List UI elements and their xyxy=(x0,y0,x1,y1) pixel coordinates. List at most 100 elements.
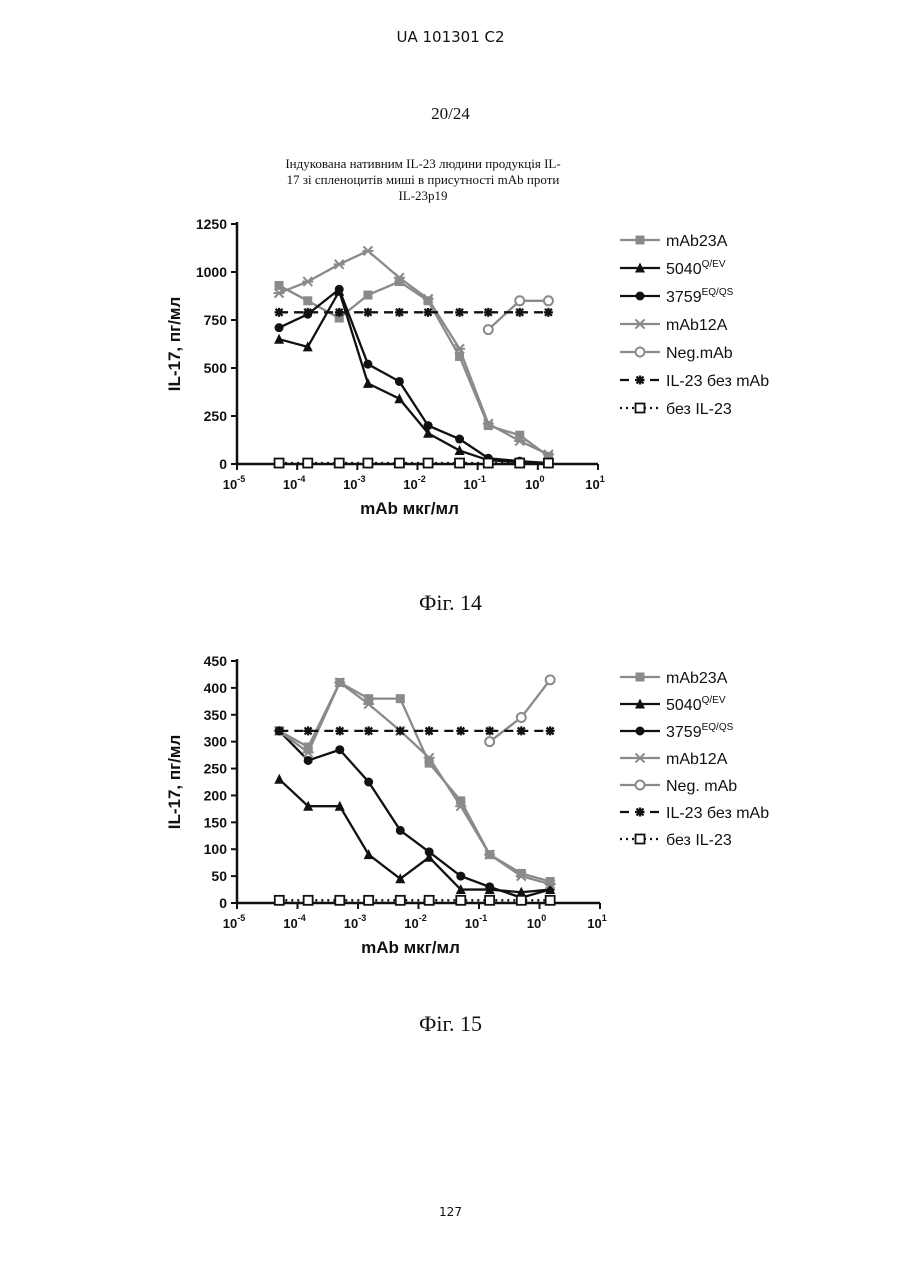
series-line xyxy=(279,251,548,455)
legend: mAb23A5040Q/EV3759EQ/QSmAb12ANeg. mAbIL-… xyxy=(620,670,769,849)
x-tick-label: 10-5 xyxy=(223,474,245,492)
data-point xyxy=(425,726,434,735)
x-tick-label: 10-2 xyxy=(404,913,426,931)
data-point xyxy=(275,726,284,735)
legend-label: mAb23A xyxy=(666,233,728,250)
y-tick-label: 500 xyxy=(204,360,228,376)
data-point xyxy=(363,360,372,369)
y-tick-label: 250 xyxy=(204,408,228,424)
y-axis-label: IL-17, пг/мл xyxy=(165,297,184,392)
page-number: 127 xyxy=(0,1205,901,1219)
figure-caption-15: Фіг. 15 xyxy=(0,1011,901,1037)
legend: mAb23A 5040Q/EV 3759EQ/QS mAb12A Neg.mAb IL-2… xyxy=(620,233,769,418)
data-point xyxy=(396,726,405,735)
x-axis-label: mAb мкг/мл xyxy=(360,499,459,518)
data-point xyxy=(546,896,555,905)
series-line xyxy=(279,282,548,457)
data-point xyxy=(517,726,526,735)
data-point xyxy=(484,459,493,468)
chart-title-line: Індукована нативним IL-23 людини продукц… xyxy=(285,156,560,171)
legend-marker xyxy=(636,292,645,301)
series-3 xyxy=(274,246,554,459)
y-tick-label: 200 xyxy=(204,787,228,803)
legend-marker xyxy=(636,348,645,357)
data-point xyxy=(484,325,493,334)
data-point xyxy=(396,694,405,703)
data-point xyxy=(546,726,555,735)
chart-title-line: 17 зі спленоцитів миші в присутності mAb… xyxy=(287,172,560,187)
legend-marker xyxy=(636,781,645,790)
data-point xyxy=(274,289,285,298)
legend-label: 3759EQ/QS xyxy=(666,287,734,306)
data-point xyxy=(455,445,465,455)
series-line xyxy=(279,683,550,885)
data-point xyxy=(395,308,404,317)
data-point xyxy=(364,896,373,905)
legend-label: Neg.mAb xyxy=(666,345,733,362)
data-point xyxy=(275,896,284,905)
data-point xyxy=(517,896,526,905)
legend-label: mAb23A xyxy=(666,670,728,687)
data-point xyxy=(485,737,494,746)
data-point xyxy=(335,285,344,294)
data-point xyxy=(396,896,405,905)
data-point xyxy=(303,459,312,468)
data-point xyxy=(425,896,434,905)
data-point xyxy=(364,778,373,787)
data-point xyxy=(456,872,465,881)
x-tick-label: 101 xyxy=(585,474,604,492)
chart-fig15: 05010015020025030035040045010-510-410-31… xyxy=(0,640,901,970)
data-point xyxy=(363,308,372,317)
y-axis-label: IL-17, пг/мл xyxy=(165,735,184,830)
legend-marker xyxy=(636,808,645,817)
data-point xyxy=(485,896,494,905)
legend-label: 5040Q/EV xyxy=(666,695,726,714)
data-point xyxy=(274,334,284,344)
series-line xyxy=(279,779,550,892)
data-point xyxy=(395,377,404,386)
y-tick-label: 1250 xyxy=(196,216,227,232)
legend-label: Neg. mAb xyxy=(666,778,737,795)
legend-label: IL-23 без mAb xyxy=(666,805,769,822)
data-point xyxy=(363,291,372,300)
legend-marker xyxy=(636,727,645,736)
legend-label: 5040Q/EV xyxy=(666,259,726,278)
sheet-number: 20/24 xyxy=(0,104,901,124)
y-tick-label: 750 xyxy=(204,312,228,328)
data-point xyxy=(335,459,344,468)
patent-number: UA 101301 C2 xyxy=(0,28,901,46)
data-point xyxy=(455,435,464,444)
data-point xyxy=(484,308,493,317)
data-point xyxy=(335,726,344,735)
series-4 xyxy=(485,675,554,746)
data-point xyxy=(456,726,465,735)
data-point xyxy=(395,459,404,468)
data-point xyxy=(425,847,434,856)
data-point xyxy=(335,745,344,754)
data-point xyxy=(335,896,344,905)
y-tick-label: 0 xyxy=(219,895,227,911)
y-tick-label: 1000 xyxy=(196,264,227,280)
y-tick-label: 50 xyxy=(211,868,227,884)
data-point xyxy=(424,459,433,468)
x-tick-label: 10-1 xyxy=(463,474,485,492)
data-point xyxy=(304,896,313,905)
legend-label: mAb12A xyxy=(666,751,728,768)
data-point xyxy=(544,459,553,468)
data-point xyxy=(424,308,433,317)
series-line xyxy=(279,289,548,463)
legend-marker xyxy=(636,236,645,245)
series-line xyxy=(279,291,548,463)
series-3 xyxy=(274,678,556,889)
y-tick-label: 350 xyxy=(204,707,228,723)
legend-label: без IL-23 xyxy=(666,401,732,418)
y-tick-label: 250 xyxy=(204,761,228,777)
x-tick-label: 10-4 xyxy=(283,474,305,492)
x-tick-label: 10-5 xyxy=(223,913,245,931)
legend-marker xyxy=(636,404,645,413)
data-point xyxy=(515,308,524,317)
legend-label: mAb12A xyxy=(666,317,728,334)
x-tick-label: 10-3 xyxy=(344,913,366,931)
series-2 xyxy=(275,726,555,902)
legend-label: IL-23 без mAb xyxy=(666,373,769,390)
